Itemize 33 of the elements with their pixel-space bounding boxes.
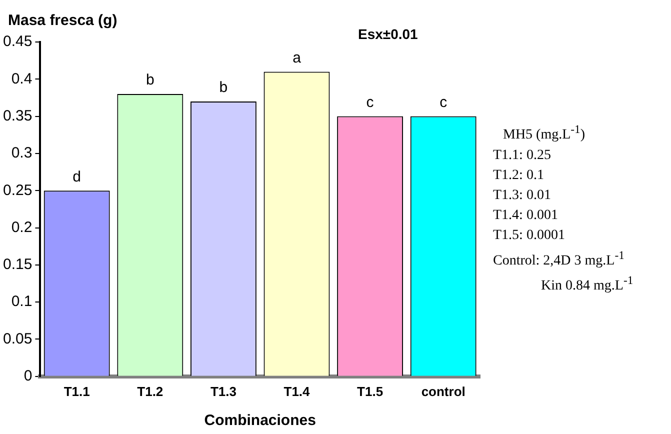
y-tick-label: 0.1 [11, 293, 32, 310]
y-tick-label: 0.2 [11, 218, 32, 236]
text: Esx±0.01 [358, 26, 418, 42]
text: T1.1: 0.25 [493, 146, 552, 165]
y-axis-title: Masa fresca (g) [8, 12, 118, 29]
y-tick-label: 0.25 [2, 182, 32, 199]
y-tick-label: 0 [24, 368, 32, 385]
x-tick-label: T1.2 [137, 384, 164, 399]
x-axis-title: Combinaciones [204, 412, 316, 430]
text: T1.3: 0.01 [493, 186, 552, 205]
data-label: c [440, 94, 448, 111]
text: T1.2: 0.1 [493, 166, 545, 185]
y-tick-label: 0.45 [2, 33, 32, 50]
y-tick-label: 0.35 [2, 107, 32, 124]
data-label: c [366, 94, 374, 111]
text: T1.4: 0.001 [493, 206, 559, 225]
y-tick-label: 0.15 [2, 256, 32, 274]
text: Control: 2,4D 3 mg.L$^{-1}$ [493, 248, 626, 270]
x-tick-label: T1.1 [64, 384, 90, 399]
x-tick-label: T1.4 [284, 384, 311, 399]
data-label: b [219, 79, 228, 96]
data-label: a [292, 49, 302, 66]
x-tick-label: control [421, 384, 466, 399]
data-label: d [72, 168, 82, 186]
text: T1.5: 0.0001 [493, 226, 566, 245]
data-label: b [146, 72, 154, 89]
text: Kin 0.84 mg.L$^{-1}$ [540, 273, 634, 296]
text: MH5 (mg.L$^{-1}$) [502, 122, 586, 145]
x-tick-label: T1.3 [210, 384, 236, 399]
y-tick-label: 0.4 [11, 70, 32, 88]
y-tick-label: 0.3 [11, 144, 32, 162]
x-tick-label: T1.5 [357, 384, 384, 399]
y-tick-label: 0.05 [2, 330, 32, 348]
